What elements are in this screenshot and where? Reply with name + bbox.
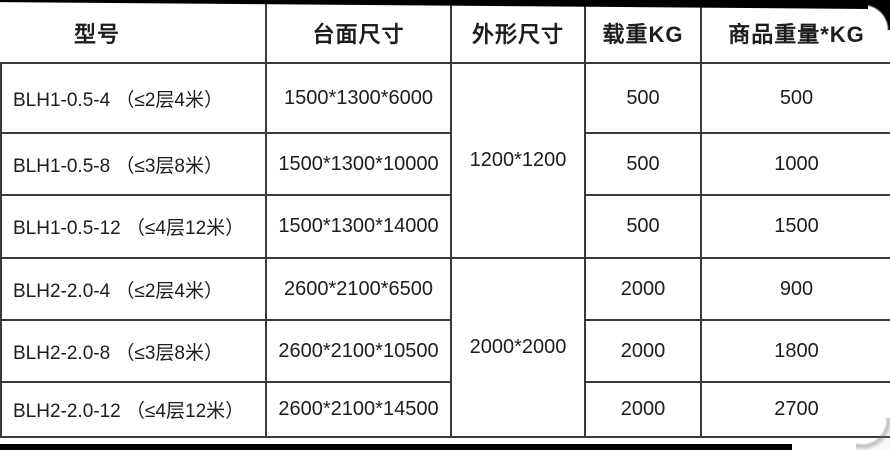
load-cell: 500 bbox=[584, 194, 702, 259]
weight-cell: 1000 bbox=[700, 132, 890, 196]
col-header-load: 载重KG bbox=[584, 3, 702, 64]
spec-row: BLH2-2.0-12 （≤4层12米） 2600*2100*14500 200… bbox=[0, 381, 890, 438]
model-cell: BLH2-2.0-8 （≤3层8米） bbox=[0, 319, 267, 383]
surface-size-cell: 2600*2100*10500 bbox=[265, 319, 452, 383]
spec-row: BLH1-0.5-4 （≤2层4米） 1500*1300*6000 1200*1… bbox=[0, 62, 890, 259]
surface-size-cell: 1500*1300*6000 bbox=[265, 62, 452, 134]
card-corner-top-right bbox=[860, 0, 890, 30]
col-header-weight: 商品重量*KG bbox=[700, 3, 890, 64]
col-header-surface-size: 台面尺寸 bbox=[265, 3, 452, 64]
load-cell: 2000 bbox=[584, 381, 702, 438]
model-cell: BLH1-0.5-4 （≤2层4米） bbox=[0, 62, 267, 134]
weight-cell: 500 bbox=[700, 62, 890, 134]
model-cell: BLH1-0.5-8 （≤3层8米） bbox=[0, 132, 267, 196]
surface-size-cell: 2600*2100*6500 bbox=[265, 257, 452, 321]
header-row: 型号 台面尺寸 外形尺寸 载重KG 商品重量*KG bbox=[1, 3, 890, 64]
load-cell: 2000 bbox=[584, 319, 702, 383]
spec-row: BLH2-2.0-4 （≤2层4米） 2600*2100*6500 2000*2… bbox=[0, 257, 890, 438]
spec-table: 型号 台面尺寸 外形尺寸 载重KG 商品重量*KG BLH1-0.5-4 （≤2… bbox=[0, 3, 890, 438]
outline-size-cell: 1200*1200 bbox=[450, 62, 586, 259]
load-cell: 2000 bbox=[584, 257, 702, 321]
model-cell: BLH1-0.5-12 （≤4层12米） bbox=[0, 194, 267, 259]
spec-row: BLH1-0.5-12 （≤4层12米） 1500*1300*14000 500… bbox=[0, 194, 890, 259]
surface-size-cell: 1500*1300*14000 bbox=[265, 194, 452, 259]
model-cell: BLH2-2.0-12 （≤4层12米） bbox=[0, 381, 267, 438]
model-cell: BLH2-2.0-4 （≤2层4米） bbox=[0, 257, 267, 321]
spec-row: BLH1-0.5-8 （≤3层8米） 1500*1300*10000 500 1… bbox=[0, 132, 890, 196]
weight-cell: 1500 bbox=[700, 194, 890, 259]
top-black-edge bbox=[0, 0, 868, 9]
col-header-model: 型号 bbox=[1, 3, 267, 64]
surface-size-cell: 1500*1300*10000 bbox=[265, 132, 452, 196]
surface-size-cell: 2600*2100*14500 bbox=[265, 381, 452, 438]
col-header-outline-size: 外形尺寸 bbox=[450, 3, 586, 64]
weight-cell: 2700 bbox=[700, 381, 890, 438]
load-cell: 500 bbox=[584, 62, 702, 134]
weight-cell: 900 bbox=[700, 257, 890, 321]
outline-size-cell: 2000*2000 bbox=[450, 257, 586, 438]
load-cell: 500 bbox=[584, 132, 702, 196]
spec-row: BLH2-2.0-8 （≤3层8米） 2600*2100*10500 2000 … bbox=[0, 319, 890, 383]
weight-cell: 1800 bbox=[700, 319, 890, 383]
card-corner-bottom-right bbox=[856, 418, 890, 450]
bottom-black-edge bbox=[0, 444, 792, 450]
